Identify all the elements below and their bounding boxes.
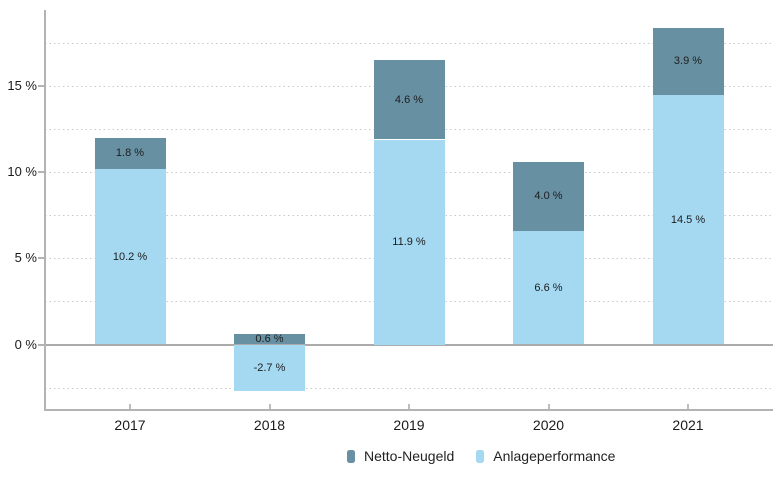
x-axis-label-2017: 2017: [114, 417, 146, 433]
x-tick: [129, 404, 131, 409]
legend-swatch-netto-neugeld-icon: [347, 449, 355, 463]
legend-swatch-anlageperformance-icon: [476, 449, 485, 463]
bar-segment-anlageperformance-2019[interactable]: 11.9 %: [373, 139, 445, 345]
bar-segment-anlageperformance-2018[interactable]: -2.7 %: [234, 344, 305, 391]
y-tick-label: 0 %: [14, 336, 37, 352]
bar-segment-netto-neugeld-2018[interactable]: 0.6 %: [234, 333, 305, 346]
legend-label-netto-neugeld: Netto-Neugeld: [364, 448, 455, 464]
x-tick: [687, 404, 689, 409]
zero-baseline: [45, 343, 773, 346]
bar-segment-anlageperformance-2017[interactable]: 10.2 %: [94, 168, 166, 345]
bar-segment-label: 3.9 %: [673, 55, 703, 68]
legend-label-anlageperformance: Anlageperformance: [493, 448, 616, 464]
bar-segment-label: 4.6 %: [394, 93, 424, 106]
x-tick: [408, 404, 410, 409]
x-axis-label-2019: 2019: [393, 417, 425, 433]
y-tick: [38, 85, 44, 88]
y-tick: [38, 257, 44, 260]
chart-legend: Netto-Neugeld Anlageperformance: [347, 448, 615, 464]
gridline: [45, 387, 773, 389]
bar-segment-label: 6.6 %: [534, 281, 563, 294]
bar-segment-label: -2.7 %: [253, 361, 286, 374]
y-axis-line: [43, 10, 46, 409]
bar-segment-label: 1.8 %: [115, 147, 145, 160]
bar-segment-label: 11.9 %: [392, 236, 426, 248]
bar-segment-netto-neugeld-2017[interactable]: 1.8 %: [94, 137, 166, 169]
x-tick: [268, 404, 271, 409]
x-axis-line: [43, 409, 773, 411]
x-axis-label-2021: 2021: [672, 417, 704, 433]
bar-segment-anlageperformance-2020[interactable]: 6.6 %: [513, 230, 584, 345]
bar-segment-label: 10.2 %: [112, 250, 148, 263]
bar-segment-anlageperformance-2021[interactable]: 14.5 %: [652, 94, 724, 345]
bar-segment-netto-neugeld-2019[interactable]: 4.6 %: [373, 60, 445, 140]
x-axis-label-2018: 2018: [253, 417, 286, 433]
bar-segment-label: 14.5 %: [670, 213, 706, 226]
bar-segment-netto-neugeld-2021[interactable]: 3.9 %: [652, 27, 724, 95]
bar-segment-netto-neugeld-2020[interactable]: 4.0 %: [513, 161, 584, 231]
gridline: [45, 43, 773, 44]
bar-segment-label: 4.0 %: [534, 190, 563, 203]
y-tick-label: 5 %: [14, 250, 37, 266]
bar-segment-label: 0.6 %: [255, 333, 284, 346]
legend-item-netto-neugeld[interactable]: Netto-Neugeld: [347, 448, 454, 464]
y-tick-label: 15 %: [7, 78, 37, 94]
x-axis-label-2020: 2020: [532, 417, 565, 433]
x-tick: [547, 404, 550, 409]
y-tick-label: 10 %: [7, 164, 37, 180]
legend-item-anlageperformance[interactable]: Anlageperformance: [476, 448, 615, 464]
y-tick: [38, 343, 44, 346]
y-tick: [38, 171, 44, 174]
